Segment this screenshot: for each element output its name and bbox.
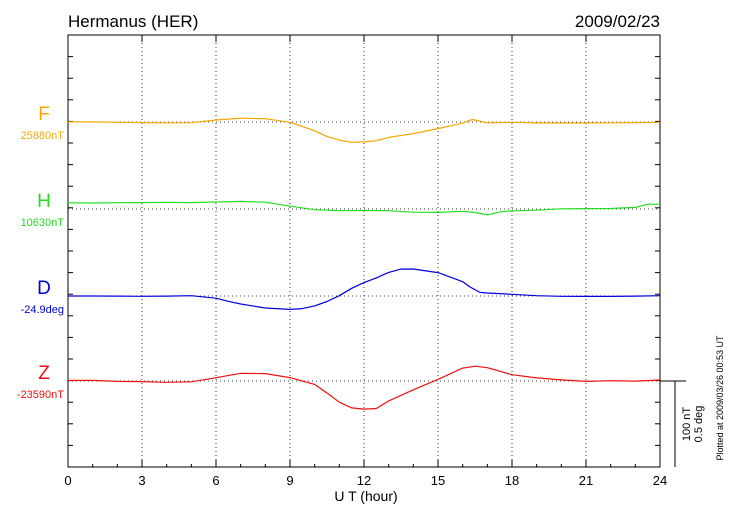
series-line-d [68,268,661,310]
station-title: Hermanus (HER) [68,12,198,31]
x-axis-label: U T (hour) [334,488,397,504]
x-tick-label: 18 [505,473,519,488]
x-tick-label: 9 [286,473,293,488]
x-tick-label: 0 [64,473,71,488]
x-tick-label: 15 [431,473,445,488]
grid [67,34,661,468]
x-tick-label: 12 [357,473,371,488]
series-baseline-d: -24.9deg [21,304,64,316]
x-tick-label: 24 [653,473,667,488]
series-baseline-h: 10630nT [21,217,65,229]
x-axis: 0 3 6 9 12 15 18 21 24 [64,35,667,488]
scale-bar: 100 nT 0.5 deg [660,380,705,467]
series-line-h [67,200,660,216]
x-tick-label: 6 [212,473,219,488]
plotted-timestamp: Plotted at 2009/03/26 00:53 UT [715,335,725,461]
series-name-h: H [37,191,51,212]
series-baseline-f: 25880nT [21,130,65,142]
x-tick-label: 3 [138,473,145,488]
series-name-z: Z [38,363,50,384]
scale-label-deg: 0.5 deg [693,406,705,443]
series-line-z [68,365,661,410]
series-group: F 25880nT H 10630nT D -24.9deg Z -23590nT [17,104,661,410]
series-name-f: F [38,104,50,125]
scale-label-nt: 100 nT [681,407,693,442]
series-baseline-z: -23590nT [17,389,64,401]
series-line-f [68,117,661,143]
date-title: 2009/02/23 [575,12,660,31]
series-name-d: D [37,278,51,299]
x-tick-label: 21 [579,473,593,488]
